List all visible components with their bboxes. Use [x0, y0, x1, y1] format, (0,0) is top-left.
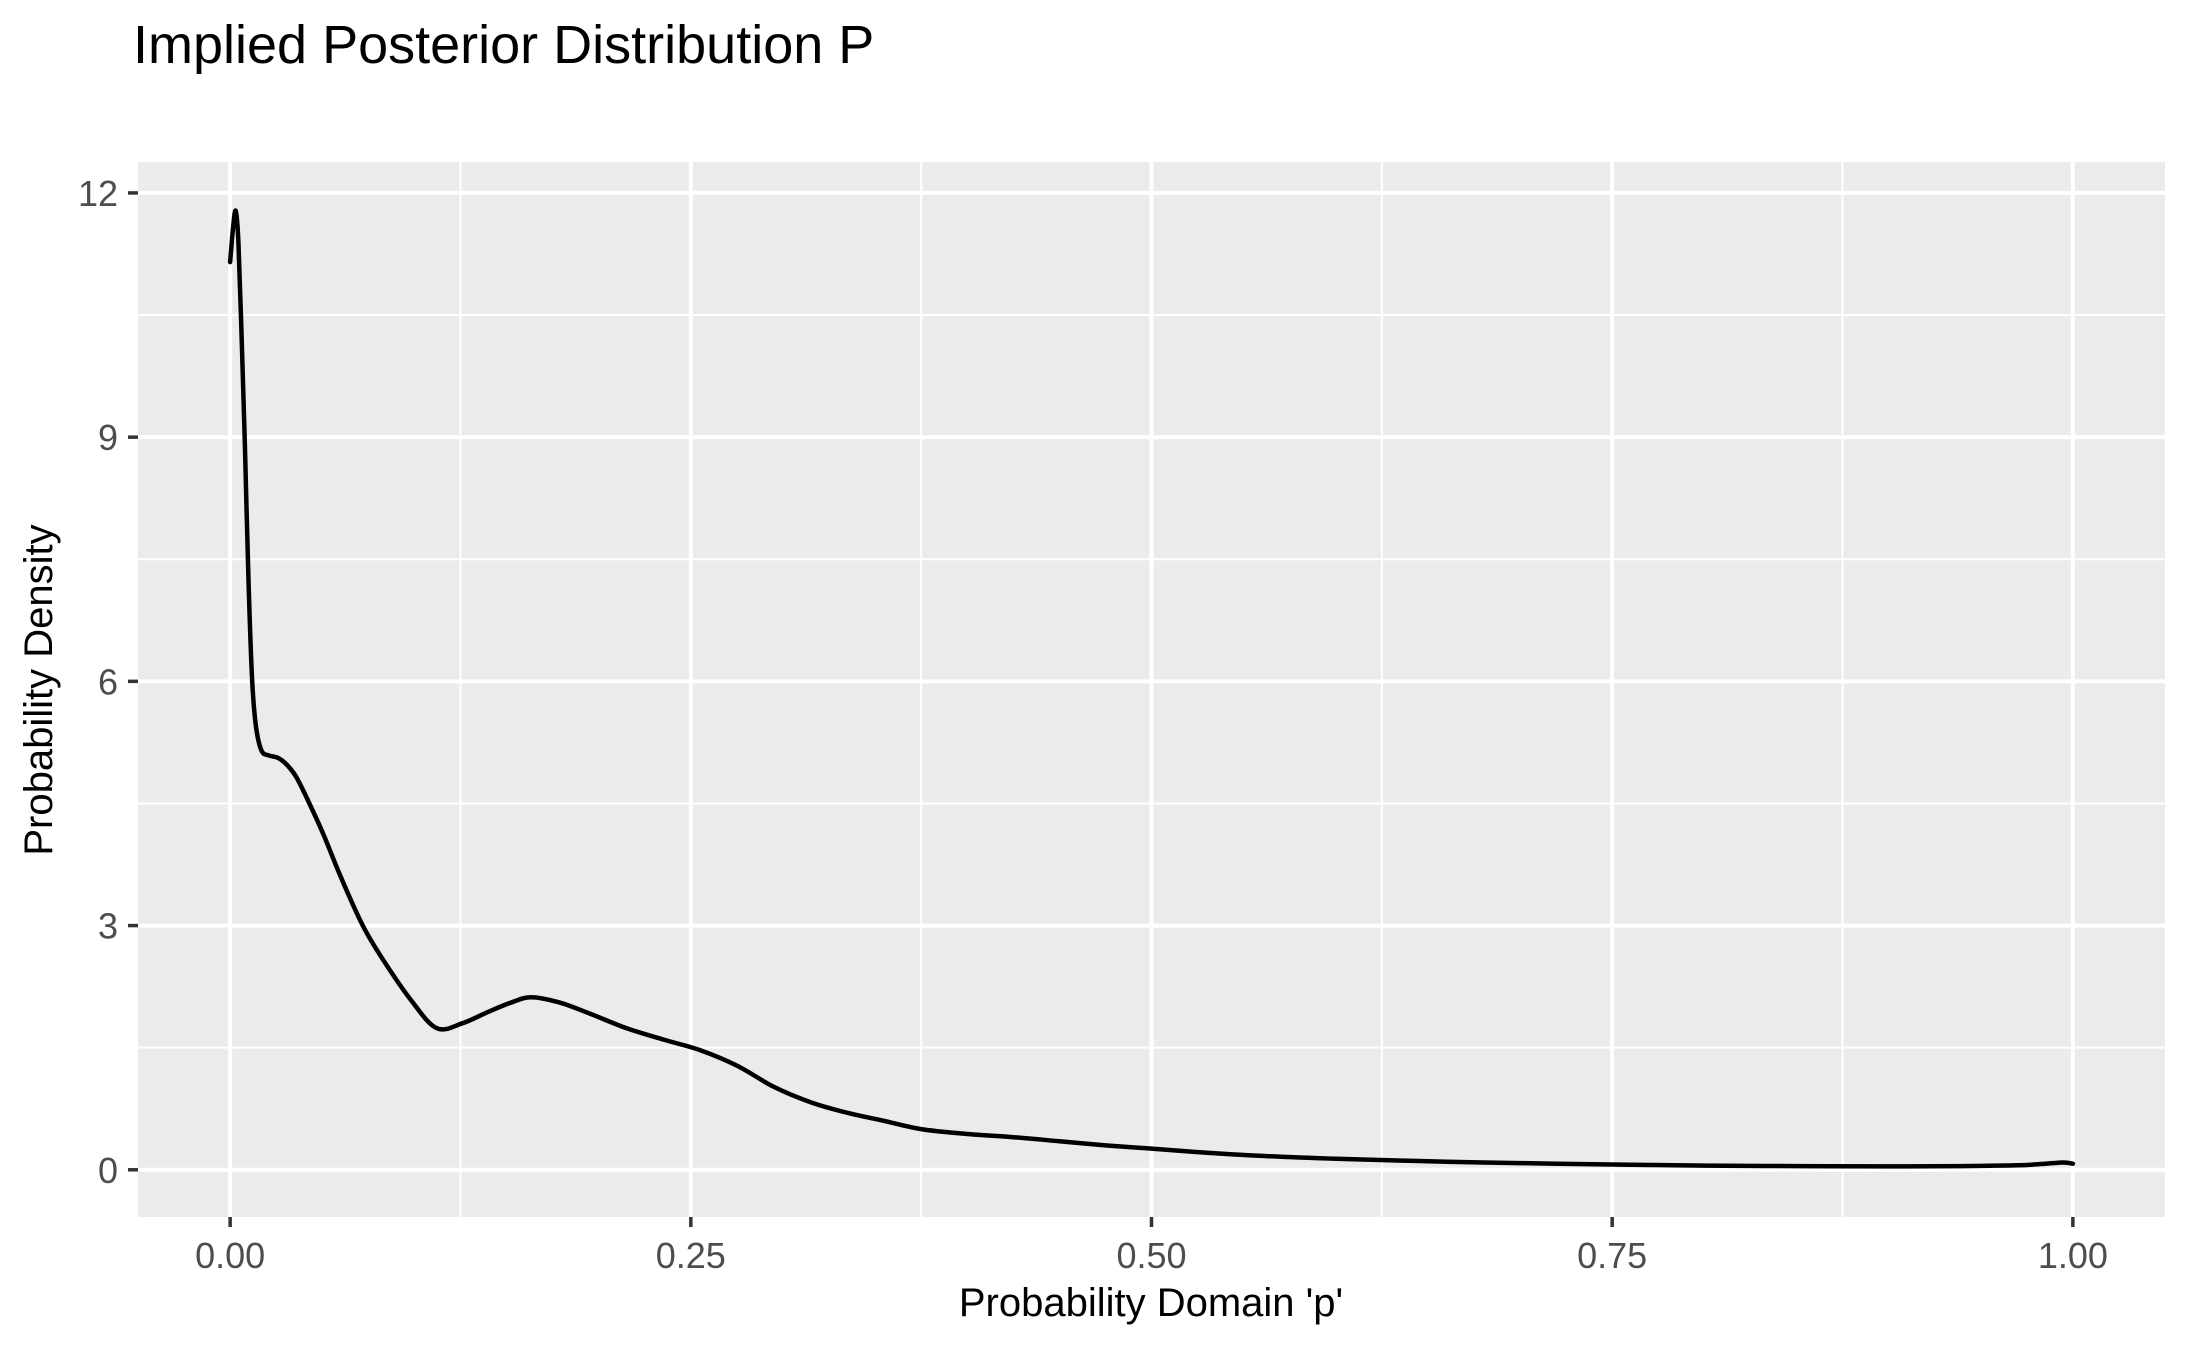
- x-axis-label: Probability Domain 'p': [959, 1281, 1343, 1325]
- y-tick-label: 0: [98, 1150, 118, 1191]
- x-tick-label: 0.25: [656, 1235, 726, 1276]
- density-curve: [227, 208, 2076, 1169]
- x-tick-label: 0.75: [1577, 1235, 1647, 1276]
- chart-title: Implied Posterior Distribution P: [133, 15, 874, 75]
- y-tick-label: 6: [98, 661, 118, 702]
- gridlines-major: [138, 162, 2165, 1217]
- y-axis-label: Probability Density: [17, 524, 61, 855]
- x-tick-label: 0.50: [1116, 1235, 1186, 1276]
- y-tick-label: 9: [98, 417, 118, 458]
- y-tick-label: 12: [78, 173, 118, 214]
- axis-tick-marks: [128, 191, 2075, 1227]
- y-axis-tick-labels: 0 3 6 9 12: [78, 173, 118, 1191]
- x-axis-tick-labels: 0.00 0.25 0.50 0.75 1.00: [195, 1235, 2108, 1276]
- y-tick-label: 3: [98, 906, 118, 947]
- x-tick-label: 0.00: [195, 1235, 265, 1276]
- x-tick-label: 1.00: [2038, 1235, 2108, 1276]
